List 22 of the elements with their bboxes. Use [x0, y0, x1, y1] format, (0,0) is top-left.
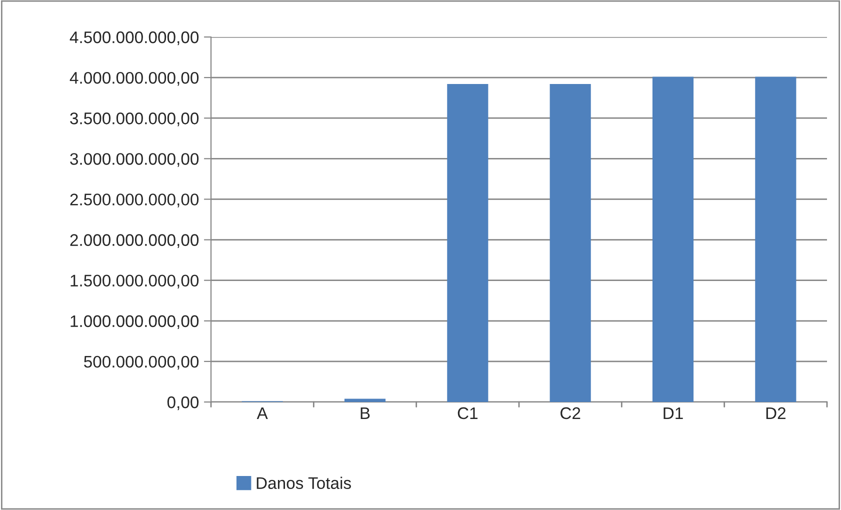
y-tick-label: 2.000.000.000,00 [70, 234, 199, 248]
y-tick-label: 3.000.000.000,00 [70, 153, 199, 167]
y-tick-label: 2.500.000.000,00 [70, 194, 199, 208]
bar [344, 398, 386, 402]
x-tick-label: A [256, 407, 268, 419]
y-tick-label: 1.000.000.000,00 [70, 315, 199, 330]
y-tick-label: 3.500.000.000,00 [70, 112, 199, 126]
x-tick-label: C2 [560, 407, 580, 420]
y-tick-label: 4.000.000.000,00 [70, 72, 199, 86]
x-tick-label: B [360, 407, 370, 419]
y-tick-label: 500.000.000,00 [84, 356, 199, 370]
bar [652, 76, 694, 402]
legend-label: Danos Totais [256, 476, 351, 490]
bar [755, 76, 796, 402]
x-tick-label: C1 [458, 407, 478, 420]
y-tick-label: 4.500.000.000,00 [70, 31, 199, 46]
bar [447, 84, 488, 402]
bar [550, 84, 591, 402]
x-tick-label: D1 [664, 407, 683, 419]
x-tick-label: D2 [766, 407, 786, 419]
y-tick-label: 1.500.000.000,00 [70, 274, 199, 289]
y-tick-label: 0,00 [167, 396, 199, 410]
